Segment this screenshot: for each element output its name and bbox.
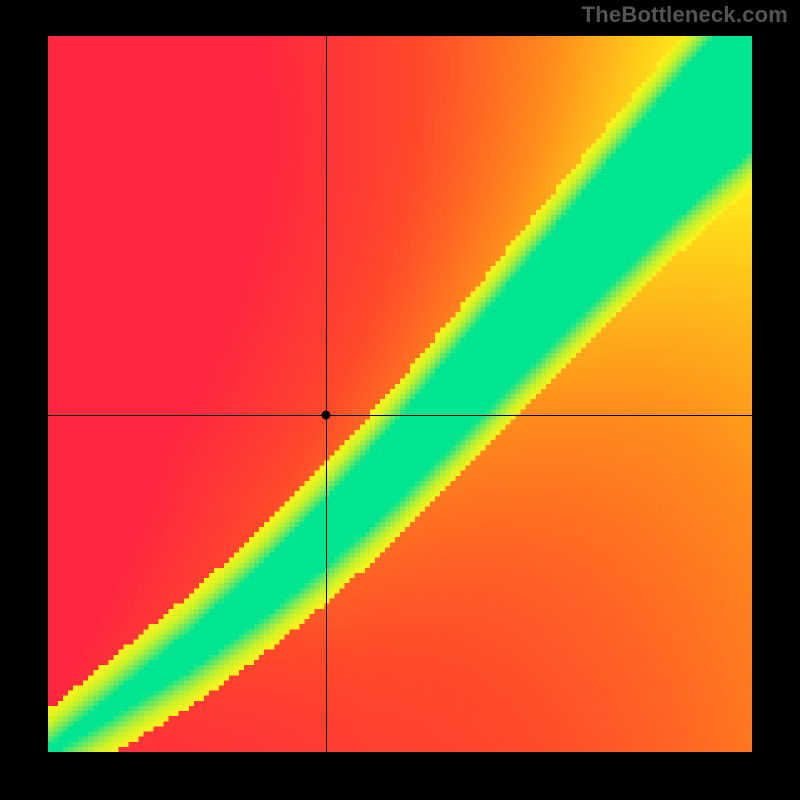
plot-area xyxy=(48,36,752,752)
heatmap-canvas xyxy=(48,36,752,752)
chart-container: TheBottleneck.com xyxy=(0,0,800,800)
crosshair-vertical xyxy=(326,36,327,752)
crosshair-horizontal xyxy=(48,415,752,416)
crosshair-dot xyxy=(322,411,331,420)
watermark-text: TheBottleneck.com xyxy=(582,2,788,28)
